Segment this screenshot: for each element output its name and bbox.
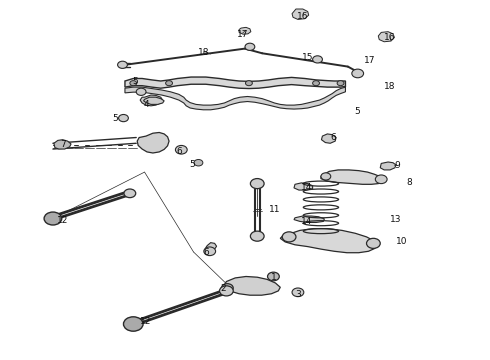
Polygon shape: [294, 183, 313, 190]
Circle shape: [220, 286, 233, 296]
Text: 17: 17: [364, 56, 376, 65]
Text: 18: 18: [384, 82, 395, 91]
Circle shape: [124, 189, 136, 198]
Polygon shape: [125, 77, 345, 89]
Text: 17: 17: [237, 30, 248, 39]
Text: 5: 5: [113, 114, 119, 123]
Text: 16: 16: [384, 33, 395, 42]
Circle shape: [313, 56, 322, 63]
Text: 16: 16: [297, 12, 309, 21]
Circle shape: [119, 114, 128, 122]
Circle shape: [352, 69, 364, 78]
Polygon shape: [292, 9, 309, 19]
Circle shape: [375, 175, 387, 184]
Circle shape: [321, 173, 331, 180]
Polygon shape: [294, 216, 324, 222]
Polygon shape: [321, 170, 383, 184]
Text: 18: 18: [197, 48, 209, 57]
Text: 12: 12: [140, 317, 152, 325]
Circle shape: [245, 43, 255, 50]
Text: 6: 6: [203, 248, 209, 257]
Polygon shape: [380, 162, 396, 170]
Text: 12: 12: [57, 216, 69, 225]
Circle shape: [367, 238, 380, 248]
Polygon shape: [378, 32, 394, 42]
Text: 1: 1: [270, 274, 276, 282]
Circle shape: [337, 81, 344, 86]
Polygon shape: [223, 276, 280, 295]
Polygon shape: [321, 134, 336, 143]
Circle shape: [166, 81, 172, 86]
Circle shape: [250, 179, 264, 189]
Circle shape: [194, 159, 203, 166]
Text: 5: 5: [132, 77, 138, 86]
Text: 7: 7: [60, 140, 66, 149]
Polygon shape: [206, 243, 217, 250]
Text: 3: 3: [295, 290, 301, 299]
Text: 11: 11: [269, 205, 280, 214]
Text: 14: 14: [300, 183, 312, 192]
Text: 2: 2: [220, 284, 226, 293]
Polygon shape: [137, 132, 169, 153]
Text: 14: 14: [300, 217, 312, 226]
Polygon shape: [125, 87, 345, 110]
Text: 15: 15: [302, 53, 314, 62]
Text: 6: 6: [176, 148, 182, 157]
Circle shape: [136, 88, 146, 95]
Text: 6: 6: [330, 133, 336, 142]
Text: 13: 13: [390, 215, 402, 224]
Circle shape: [268, 272, 279, 281]
Circle shape: [282, 232, 296, 242]
Polygon shape: [140, 95, 163, 106]
Circle shape: [44, 212, 62, 225]
Polygon shape: [280, 229, 376, 253]
Circle shape: [313, 81, 319, 86]
Circle shape: [292, 288, 304, 297]
Circle shape: [221, 284, 233, 292]
Circle shape: [175, 145, 187, 154]
Circle shape: [130, 81, 137, 86]
Circle shape: [204, 247, 216, 256]
Circle shape: [245, 81, 252, 86]
Circle shape: [123, 317, 143, 331]
Text: 5: 5: [189, 160, 195, 169]
Polygon shape: [239, 27, 251, 34]
Text: 4: 4: [143, 100, 149, 109]
Text: 9: 9: [394, 161, 400, 170]
Circle shape: [250, 231, 264, 241]
Text: 10: 10: [396, 237, 408, 246]
Circle shape: [118, 61, 127, 68]
Text: 5: 5: [354, 107, 360, 116]
Polygon shape: [54, 140, 71, 149]
Text: 8: 8: [406, 179, 412, 188]
Polygon shape: [144, 97, 164, 104]
